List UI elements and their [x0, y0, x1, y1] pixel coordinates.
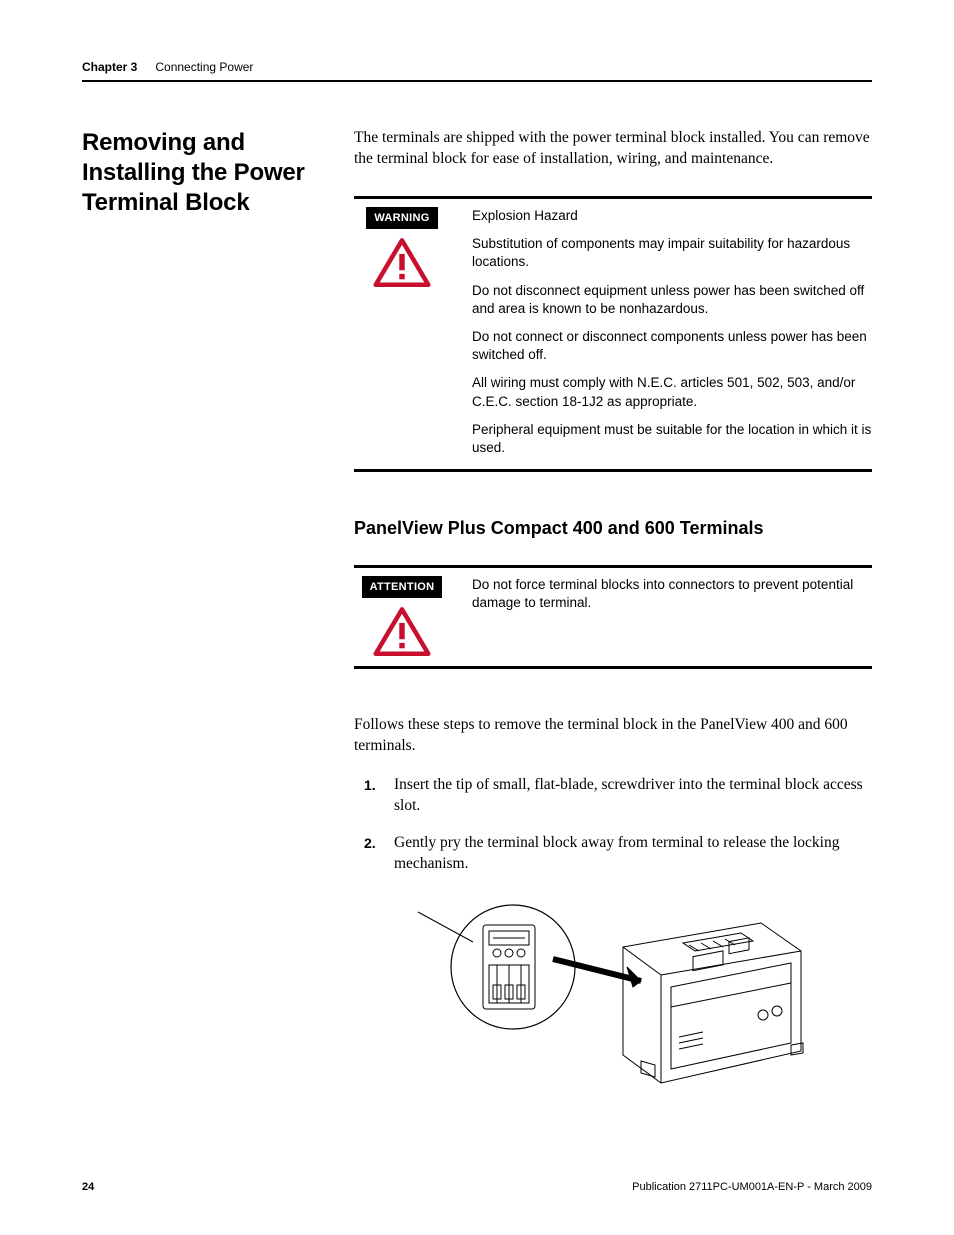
- attention-row: ATTENTION Do not force terminal blocks i…: [354, 568, 872, 666]
- warning-triangle-icon: [373, 237, 431, 289]
- attention-label: ATTENTION: [362, 576, 443, 598]
- step-2: Gently pry the terminal block away from …: [382, 833, 872, 875]
- section-row: Removing and Installing the Power Termin…: [82, 128, 872, 1097]
- warning-p0: Explosion Hazard: [472, 207, 872, 225]
- warning-callout: WARNING Explosion Hazard Substitution of…: [354, 196, 872, 472]
- chapter-title: Connecting Power: [155, 60, 253, 74]
- steps-intro: Follows these steps to remove the termin…: [354, 715, 872, 757]
- page-header: Chapter 3 Connecting Power: [82, 60, 872, 82]
- warning-text: Explosion Hazard Substitution of compone…: [472, 207, 872, 461]
- attention-p0: Do not force terminal blocks into connec…: [472, 576, 872, 612]
- attention-triangle-icon: [373, 606, 431, 658]
- step-1: Insert the tip of small, flat-blade, scr…: [382, 775, 872, 817]
- warning-p3: Do not connect or disconnect components …: [472, 328, 872, 364]
- page-footer: 24 Publication 2711PC-UM001A-EN-P - Marc…: [82, 1181, 872, 1193]
- warning-label: WARNING: [366, 207, 437, 229]
- diagram-svg: [393, 887, 833, 1097]
- attention-label-col: ATTENTION: [354, 576, 450, 658]
- attention-text: Do not force terminal blocks into connec…: [472, 576, 872, 616]
- warning-p2: Do not disconnect equipment unless power…: [472, 282, 872, 318]
- section-body-col: The terminals are shipped with the power…: [354, 128, 872, 1097]
- warning-row: WARNING Explosion Hazard Substitution of…: [354, 199, 872, 469]
- publication-id: Publication 2711PC-UM001A-EN-P - March 2…: [632, 1181, 872, 1193]
- warning-label-col: WARNING: [354, 207, 450, 289]
- terminal-block-diagram: [354, 887, 872, 1097]
- steps-list: Insert the tip of small, flat-blade, scr…: [354, 775, 872, 875]
- attention-callout: ATTENTION Do not force terminal blocks i…: [354, 565, 872, 669]
- section-title: Removing and Installing the Power Termin…: [82, 128, 330, 218]
- warning-p1: Substitution of components may impair su…: [472, 235, 872, 271]
- section-intro: The terminals are shipped with the power…: [354, 128, 872, 170]
- subsection-title: PanelView Plus Compact 400 and 600 Termi…: [354, 518, 872, 539]
- section-title-col: Removing and Installing the Power Termin…: [82, 128, 330, 218]
- chapter-label: Chapter 3: [82, 60, 137, 74]
- page-number: 24: [82, 1181, 94, 1193]
- warning-p4: All wiring must comply with N.E.C. artic…: [472, 374, 872, 410]
- warning-p5: Peripheral equipment must be suitable fo…: [472, 421, 872, 457]
